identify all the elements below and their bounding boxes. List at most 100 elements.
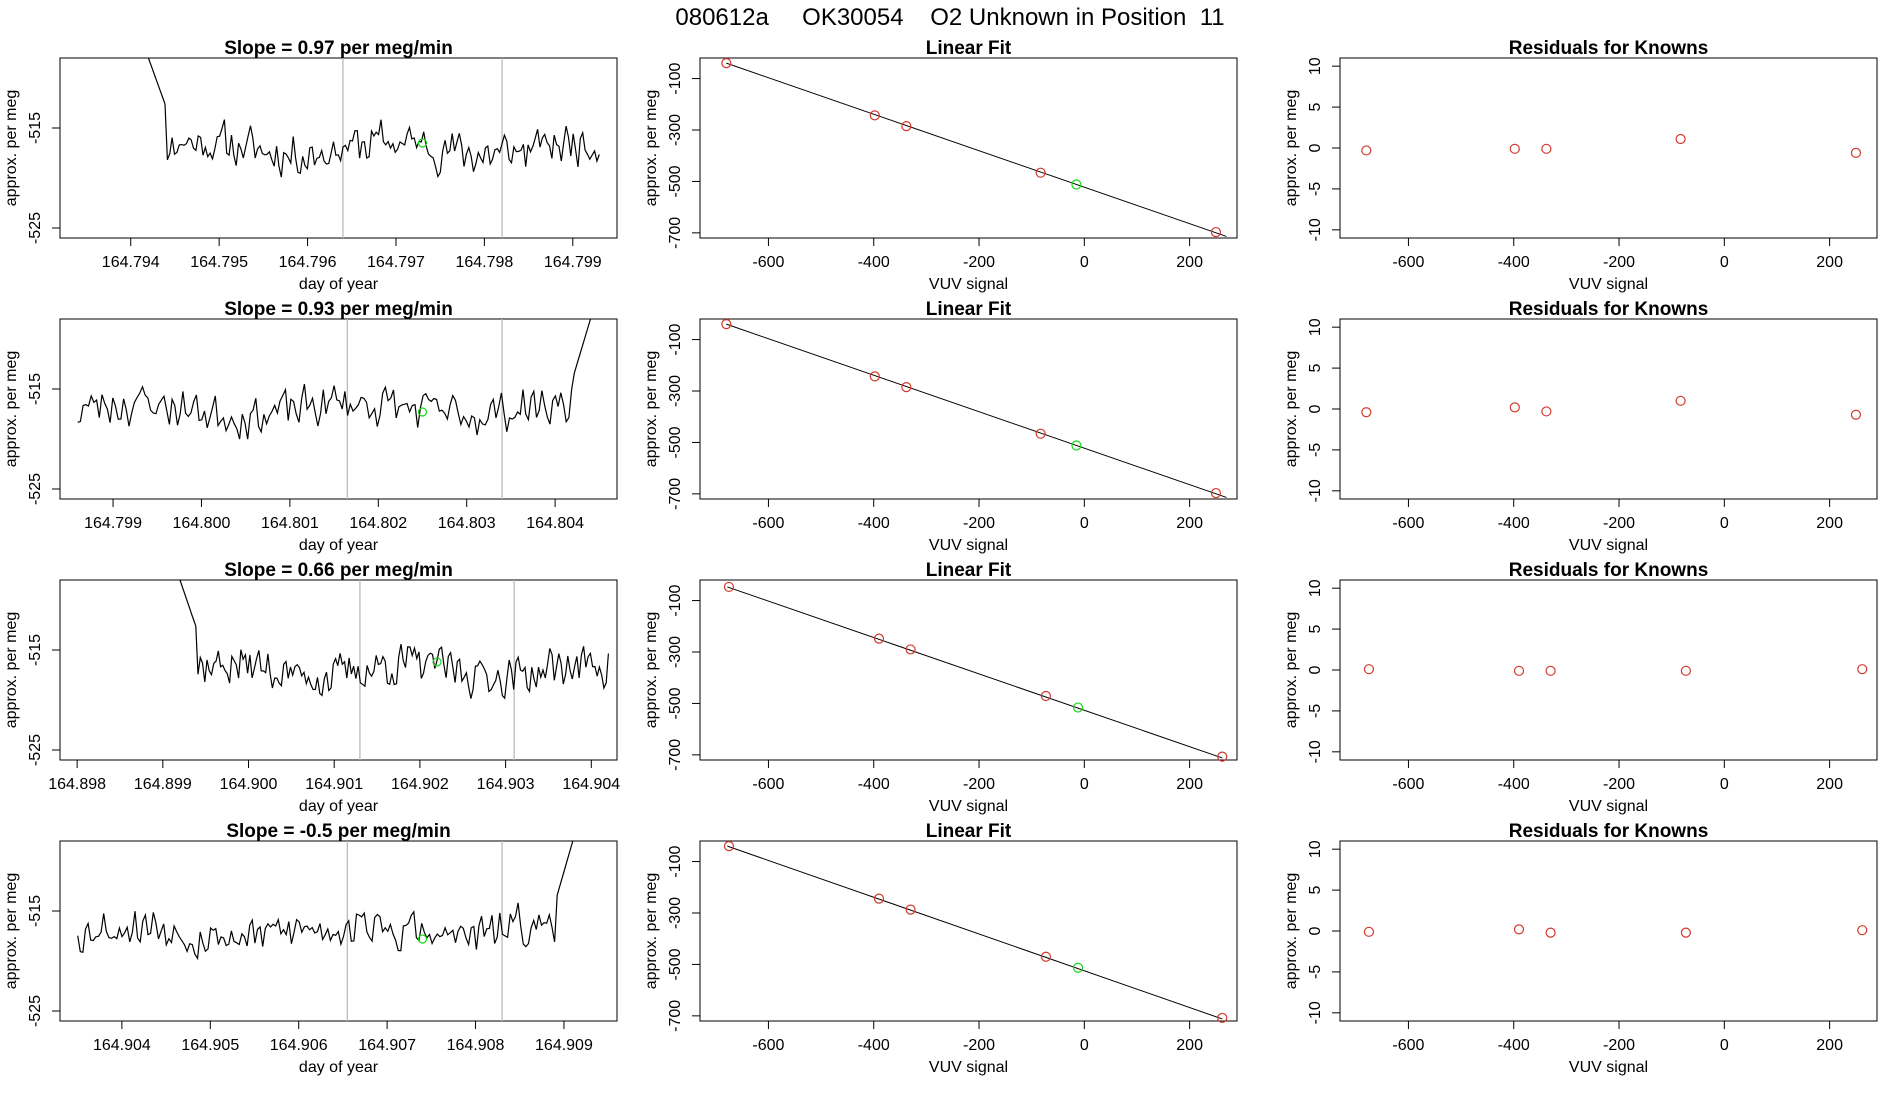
plot-title: Residuals for Knowns [1509,560,1709,581]
x-axis-label: VUV signal [1569,1059,1648,1076]
y-tick-label: -515 [27,634,44,666]
y-tick-label: -5 [1307,965,1324,979]
plot-title: Slope = 0.66 per meg/min [224,560,453,581]
plot-frame [59,840,618,1022]
x-tick-label: 164.907 [358,1037,416,1054]
y-tick-label: -515 [27,112,44,144]
plot-title: Linear Fit [926,299,1012,320]
x-tick-label: 200 [1816,254,1843,271]
x-tick-label: -200 [1603,515,1635,532]
plot-frame [59,318,618,500]
x-tick-label: 164.798 [455,254,513,271]
residual-point [1541,406,1552,417]
x-tick-label: -200 [1603,1037,1635,1054]
y-tick-label: -515 [27,895,44,927]
x-tick-label: 164.802 [349,515,407,532]
residual-point [1363,926,1375,937]
known-point [1040,951,1051,962]
known-point [901,382,912,393]
known-point [723,581,735,593]
x-tick-label: 200 [1176,254,1203,271]
y-axis-label: approx. per meg [643,873,660,990]
x-axis-label: day of year [299,537,379,554]
known-point [1217,1012,1228,1024]
x-axis-label: VUV signal [1569,798,1648,815]
x-tick-label: -200 [1603,776,1635,793]
y-tick-label: -100 [667,62,684,94]
x-tick-label: 164.904 [562,776,620,793]
residual-point [1857,925,1868,936]
y-axis-label: approx. per meg [3,612,20,729]
x-tick-label: 164.904 [93,1037,151,1054]
known-point [1210,226,1222,238]
y-tick-label: -300 [667,375,684,407]
residual-point [1850,409,1862,420]
time-series-line [77,318,592,440]
x-tick-label: 164.908 [447,1037,505,1054]
y-axis-label: approx. per meg [1283,90,1300,207]
known-point [901,121,912,132]
residual-point [1545,927,1556,938]
y-tick-label: -10 [1307,479,1324,502]
plot-title: Linear Fit [926,560,1012,581]
y-tick-label: 10 [1307,840,1324,858]
x-tick-label: 164.803 [438,515,496,532]
x-tick-label: -600 [1392,776,1424,793]
y-tick-label: -300 [667,114,684,146]
residual-point [1680,665,1691,676]
y-tick-label: -700 [667,478,684,510]
y-tick-label: 0 [1307,143,1324,152]
x-tick-label: -400 [858,776,890,793]
y-tick-label: -500 [667,948,684,980]
known-point [1040,690,1051,702]
x-tick-label: 200 [1176,1037,1203,1054]
residual-point [1545,665,1556,676]
x-tick-label: 164.905 [181,1037,239,1054]
known-point [1217,751,1228,762]
known-point [723,841,735,852]
y-axis-label: approx. per meg [1283,351,1300,468]
x-tick-label: -200 [963,1037,995,1054]
y-axis-label: approx. per meg [643,90,660,207]
x-tick-label: 164.796 [279,254,337,271]
known-point [905,644,916,655]
x-tick-label: -400 [1498,254,1530,271]
x-tick-label: 164.800 [173,515,231,532]
x-tick-label: 164.900 [220,776,278,793]
known-point [869,371,880,382]
x-tick-label: 164.799 [544,254,602,271]
y-tick-label: -500 [667,165,684,197]
x-tick-label: 164.909 [535,1037,593,1054]
y-tick-label: -300 [667,897,684,929]
y-tick-label: -700 [667,217,684,249]
x-tick-label: 200 [1816,515,1843,532]
known-point [873,633,885,644]
y-tick-label: -5 [1307,443,1324,457]
x-tick-label: -400 [858,254,890,271]
x-tick-label: 164.795 [190,254,248,271]
x-axis-label: day of year [299,798,379,815]
plot-title: Slope = 0.97 per meg/min [224,38,453,59]
unknown-point [417,138,428,148]
y-tick-label: 5 [1307,625,1324,634]
y-tick-label: -300 [667,636,684,668]
plot-title: Residuals for Knowns [1509,38,1709,59]
time-series-line [77,840,574,961]
known-point [1210,487,1222,499]
residual-point [1513,665,1525,676]
plot-frame [1339,318,1878,500]
plot-title: Residuals for Knowns [1509,821,1709,842]
x-axis-label: day of year [299,276,379,293]
y-tick-label: -515 [27,373,44,405]
x-tick-label: 0 [1720,515,1729,532]
unknown-point [1072,702,1084,713]
known-point [721,319,732,330]
plot-frame [1339,57,1878,239]
y-tick-label: 0 [1307,926,1324,935]
x-tick-label: -600 [1392,1037,1424,1054]
known-point [869,110,880,121]
plot-title: Linear Fit [926,38,1012,59]
y-tick-label: -5 [1307,182,1324,196]
x-tick-label: 164.902 [391,776,449,793]
x-axis-label: VUV signal [929,276,1008,293]
